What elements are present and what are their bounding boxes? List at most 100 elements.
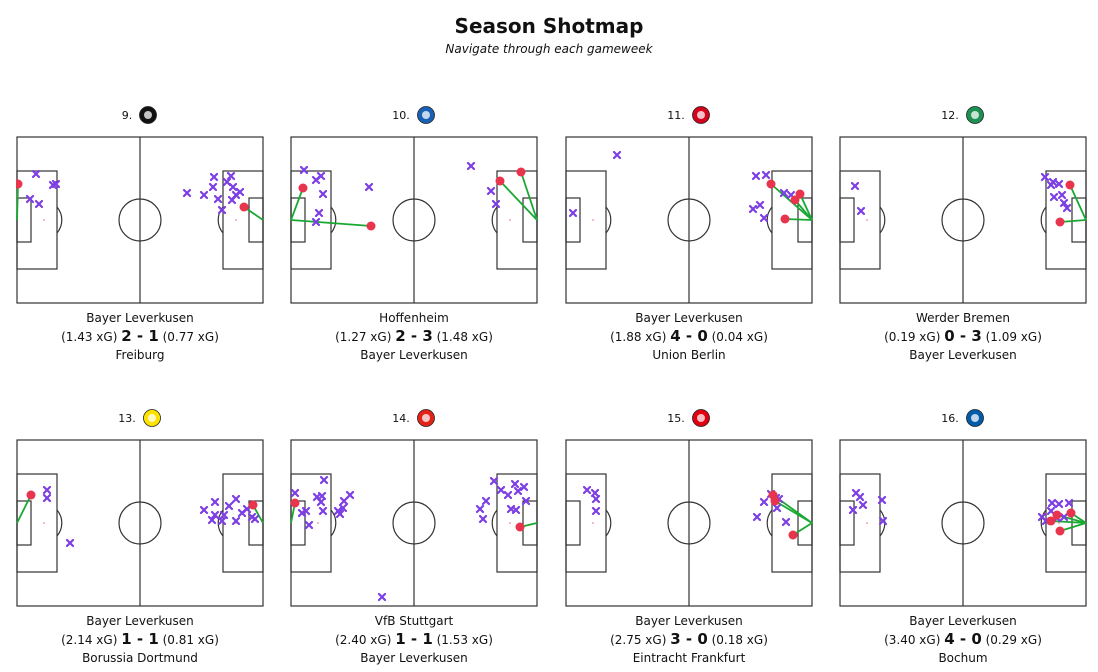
missed-shot-marker xyxy=(755,200,765,210)
missed-shot-marker xyxy=(511,505,521,515)
home-xg: (3.40 xG) xyxy=(884,633,945,647)
away-xg: (0.04 xG) xyxy=(707,330,768,344)
away-xg: (0.18 xG) xyxy=(707,633,768,647)
away-xg: (1.53 xG) xyxy=(432,633,493,647)
away-xg: (1.09 xG) xyxy=(981,330,1042,344)
missed-shot-marker xyxy=(752,512,762,522)
goal-trajectory-line xyxy=(520,171,538,221)
missed-shot-marker xyxy=(231,494,241,504)
match-result: Bayer Leverkusen (2.14 xG) 1 - 1 (0.81 xG… xyxy=(16,612,264,667)
missed-shot-marker xyxy=(779,188,789,198)
pitch-shotmap xyxy=(16,136,264,304)
pitch-shotmap xyxy=(839,439,1087,607)
missed-shot-marker xyxy=(208,182,218,192)
score-line: (2.75 xG) 3 - 0 (0.18 xG) xyxy=(565,630,813,649)
goal-trajectory-line xyxy=(799,193,813,221)
missed-shot-marker xyxy=(224,501,234,511)
missed-shot-marker xyxy=(1047,498,1057,508)
home-xg: (2.40 xG) xyxy=(335,633,396,647)
missed-shot-marker xyxy=(1059,198,1069,208)
missed-shot-marker xyxy=(209,172,219,182)
match-header: 9. xyxy=(16,102,264,128)
pitch-shotmap xyxy=(290,136,538,304)
goal-trajectory-line xyxy=(290,219,372,227)
missed-shot-marker xyxy=(612,150,622,160)
missed-shot-marker xyxy=(591,506,601,516)
pitch-shotmap xyxy=(565,439,813,607)
missed-shot-marker xyxy=(51,179,61,189)
missed-shot-marker xyxy=(250,514,260,524)
missed-shot-marker xyxy=(317,491,327,501)
club-badge-icon xyxy=(139,106,158,124)
missed-shot-marker xyxy=(316,171,326,181)
away-team-name: Bochum xyxy=(938,651,988,665)
missed-shot-marker xyxy=(301,506,311,516)
gameweek-label: 15. xyxy=(667,411,685,425)
score-line: (2.14 xG) 1 - 1 (0.81 xG) xyxy=(16,630,264,649)
match-panel: 15. Bayer Leverkusen (2.75 xG) 3 - 0 (0.18… xyxy=(565,405,813,665)
gameweek-label: 13. xyxy=(118,411,136,425)
goal-trajectory-line xyxy=(290,187,304,221)
final-score: 2 - 3 xyxy=(395,327,433,345)
away-team-name: Bayer Leverkusen xyxy=(909,348,1017,362)
home-team-name: Bayer Leverkusen xyxy=(86,614,194,628)
pitch-shotmap xyxy=(839,136,1087,304)
missed-shot-marker xyxy=(486,186,496,196)
final-score: 4 - 0 xyxy=(944,630,982,648)
missed-shot-marker xyxy=(199,505,209,515)
club-badge-icon xyxy=(965,106,984,124)
missed-shot-marker xyxy=(34,199,44,209)
score-line: (0.19 xG) 0 - 3 (1.09 xG) xyxy=(839,327,1087,346)
away-xg: (0.29 xG) xyxy=(981,633,1042,647)
match-header: 14. xyxy=(290,405,538,431)
missed-shot-marker xyxy=(1054,499,1064,509)
club-badge-icon xyxy=(416,409,435,427)
final-score: 2 - 1 xyxy=(121,327,159,345)
match-header: 16. xyxy=(839,405,1087,431)
club-badge-icon xyxy=(416,106,435,124)
match-header: 13. xyxy=(16,405,264,431)
missed-shot-marker xyxy=(318,189,328,199)
goal-shot-marker xyxy=(26,490,36,500)
pitch-shotmap xyxy=(16,439,264,607)
missed-shot-marker xyxy=(759,213,769,223)
missed-shot-marker xyxy=(339,496,349,506)
missed-shot-marker xyxy=(335,509,345,519)
missed-shot-marker xyxy=(25,194,35,204)
missed-shot-marker xyxy=(510,479,520,489)
missed-shot-marker xyxy=(496,485,506,495)
final-score: 3 - 0 xyxy=(670,630,708,648)
match-panel: 11. Bayer Leverkusen (1.88 xG) 4 - 0 (0.04… xyxy=(565,102,813,362)
missed-shot-marker xyxy=(231,516,241,526)
missed-shot-marker xyxy=(466,161,476,171)
match-panel: 10. Hoffenheim (1.27 xG) 2 - 3 (1.48 xG) Ba… xyxy=(290,102,538,362)
missed-shot-marker xyxy=(314,208,324,218)
goal-shot-marker xyxy=(16,179,23,189)
match-result: Werder Bremen (0.19 xG) 0 - 3 (1.09 xG) Ba… xyxy=(839,309,1087,364)
missed-shot-marker xyxy=(877,495,887,505)
goal-shot-marker xyxy=(239,202,249,212)
match-result: Bayer Leverkusen (1.88 xG) 4 - 0 (0.04 xG… xyxy=(565,309,813,364)
goal-shot-marker xyxy=(1066,508,1076,518)
missed-shot-marker xyxy=(748,204,758,214)
home-xg: (1.27 xG) xyxy=(335,330,396,344)
missed-shot-marker xyxy=(311,217,321,227)
match-result: Bayer Leverkusen (1.43 xG) 2 - 1 (0.77 xG… xyxy=(16,309,264,364)
gameweek-label: 10. xyxy=(392,108,410,122)
missed-shot-marker xyxy=(855,492,865,502)
missed-shot-marker xyxy=(237,508,247,518)
goal-shot-marker xyxy=(248,500,258,510)
missed-shot-marker xyxy=(848,505,858,515)
home-xg: (2.75 xG) xyxy=(610,633,671,647)
home-team-name: Werder Bremen xyxy=(916,311,1010,325)
score-line: (1.27 xG) 2 - 3 (1.48 xG) xyxy=(290,327,538,346)
missed-shot-marker xyxy=(489,476,499,486)
away-xg: (0.81 xG) xyxy=(158,633,219,647)
home-xg: (2.14 xG) xyxy=(61,633,122,647)
missed-shot-marker xyxy=(207,515,217,525)
score-line: (2.40 xG) 1 - 1 (1.53 xG) xyxy=(290,630,538,649)
match-header: 11. xyxy=(565,102,813,128)
missed-shot-marker xyxy=(304,520,314,530)
match-result: VfB Stuttgart (2.40 xG) 1 - 1 (1.53 xG) Ba… xyxy=(290,612,538,667)
missed-shot-marker xyxy=(1046,180,1056,190)
